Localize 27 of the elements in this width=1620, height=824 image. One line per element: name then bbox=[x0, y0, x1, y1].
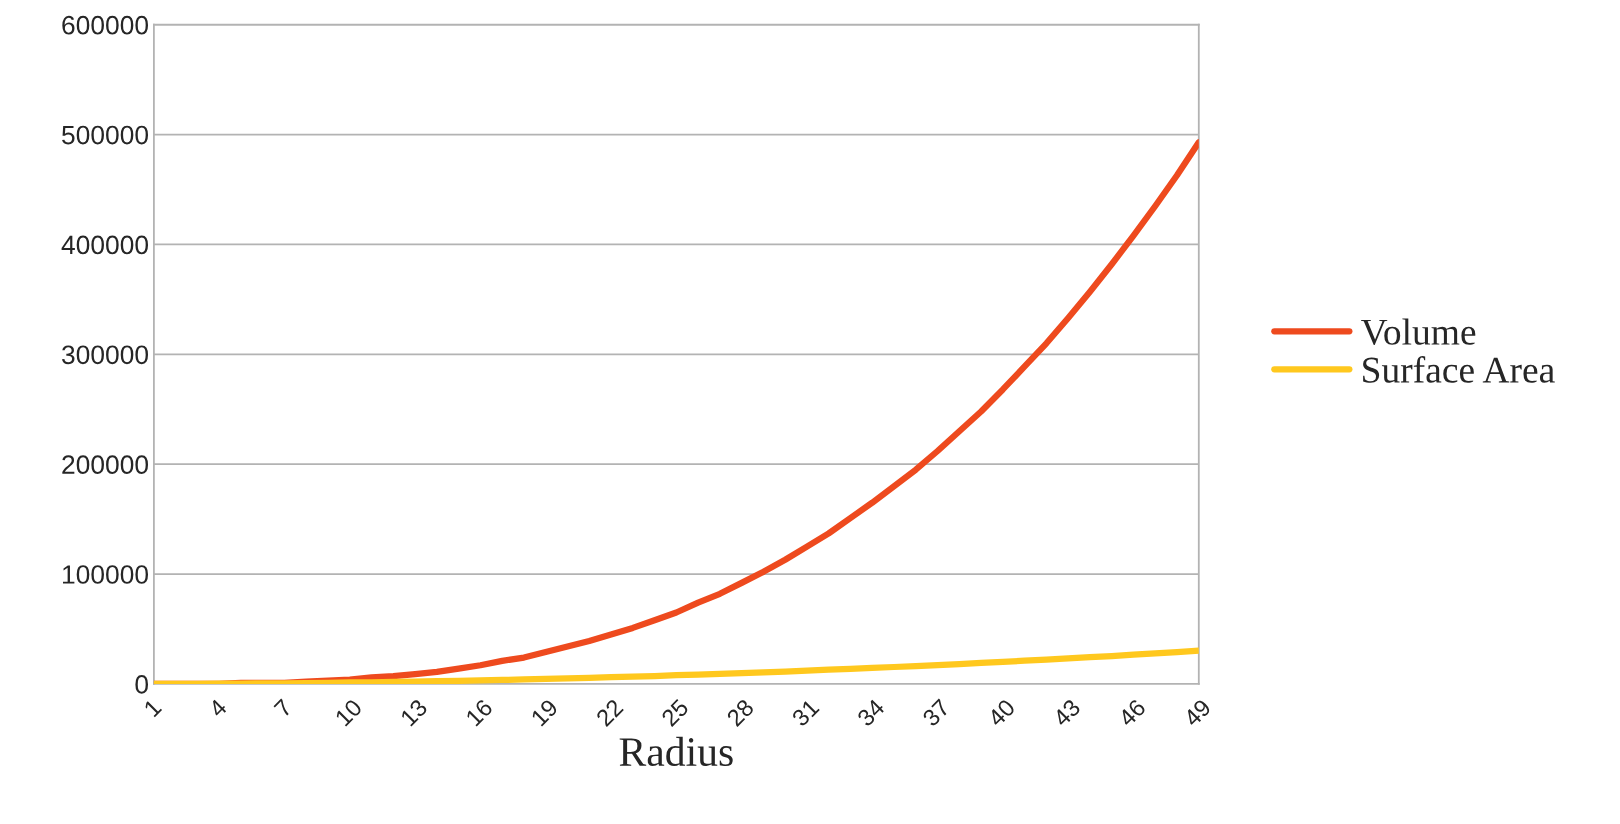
legend-label: Volume bbox=[1361, 318, 1476, 346]
x-tick-label: 37 bbox=[921, 698, 951, 728]
x-tick-label: 10 bbox=[334, 698, 363, 727]
x-tick-label: 43 bbox=[1051, 698, 1082, 728]
x-tick-label: 46 bbox=[1117, 698, 1147, 728]
x-tick-label: 16 bbox=[465, 698, 494, 727]
x-axis-title: Radius bbox=[619, 736, 733, 767]
y-tick-label: 0 bbox=[135, 675, 149, 694]
y-tick-label: 400000 bbox=[61, 235, 149, 255]
y-tick-label: 500000 bbox=[62, 125, 149, 145]
x-tick-label: 25 bbox=[660, 698, 690, 728]
x-tick-label: 7 bbox=[273, 698, 293, 718]
x-tick-label: 49 bbox=[1182, 698, 1212, 728]
legend-label: Surface Area bbox=[1363, 356, 1555, 383]
y-tick-label: 300000 bbox=[62, 345, 149, 365]
x-tick-label: 34 bbox=[856, 698, 886, 728]
y-tick-label: 100000 bbox=[63, 565, 149, 584]
x-tick-label: 13 bbox=[399, 698, 429, 727]
x-tick-label: 28 bbox=[725, 698, 755, 728]
x-tick-label: 4 bbox=[207, 698, 228, 719]
y-tick-label: 200000 bbox=[62, 455, 149, 475]
y-tick-label: 600000 bbox=[62, 15, 149, 35]
x-tick-label: 31 bbox=[790, 698, 820, 728]
x-tick-label: 22 bbox=[595, 698, 624, 727]
x-tick-label: 40 bbox=[986, 698, 1016, 728]
x-tick-label: 19 bbox=[530, 698, 559, 727]
x-tick-label: 1 bbox=[143, 698, 163, 718]
